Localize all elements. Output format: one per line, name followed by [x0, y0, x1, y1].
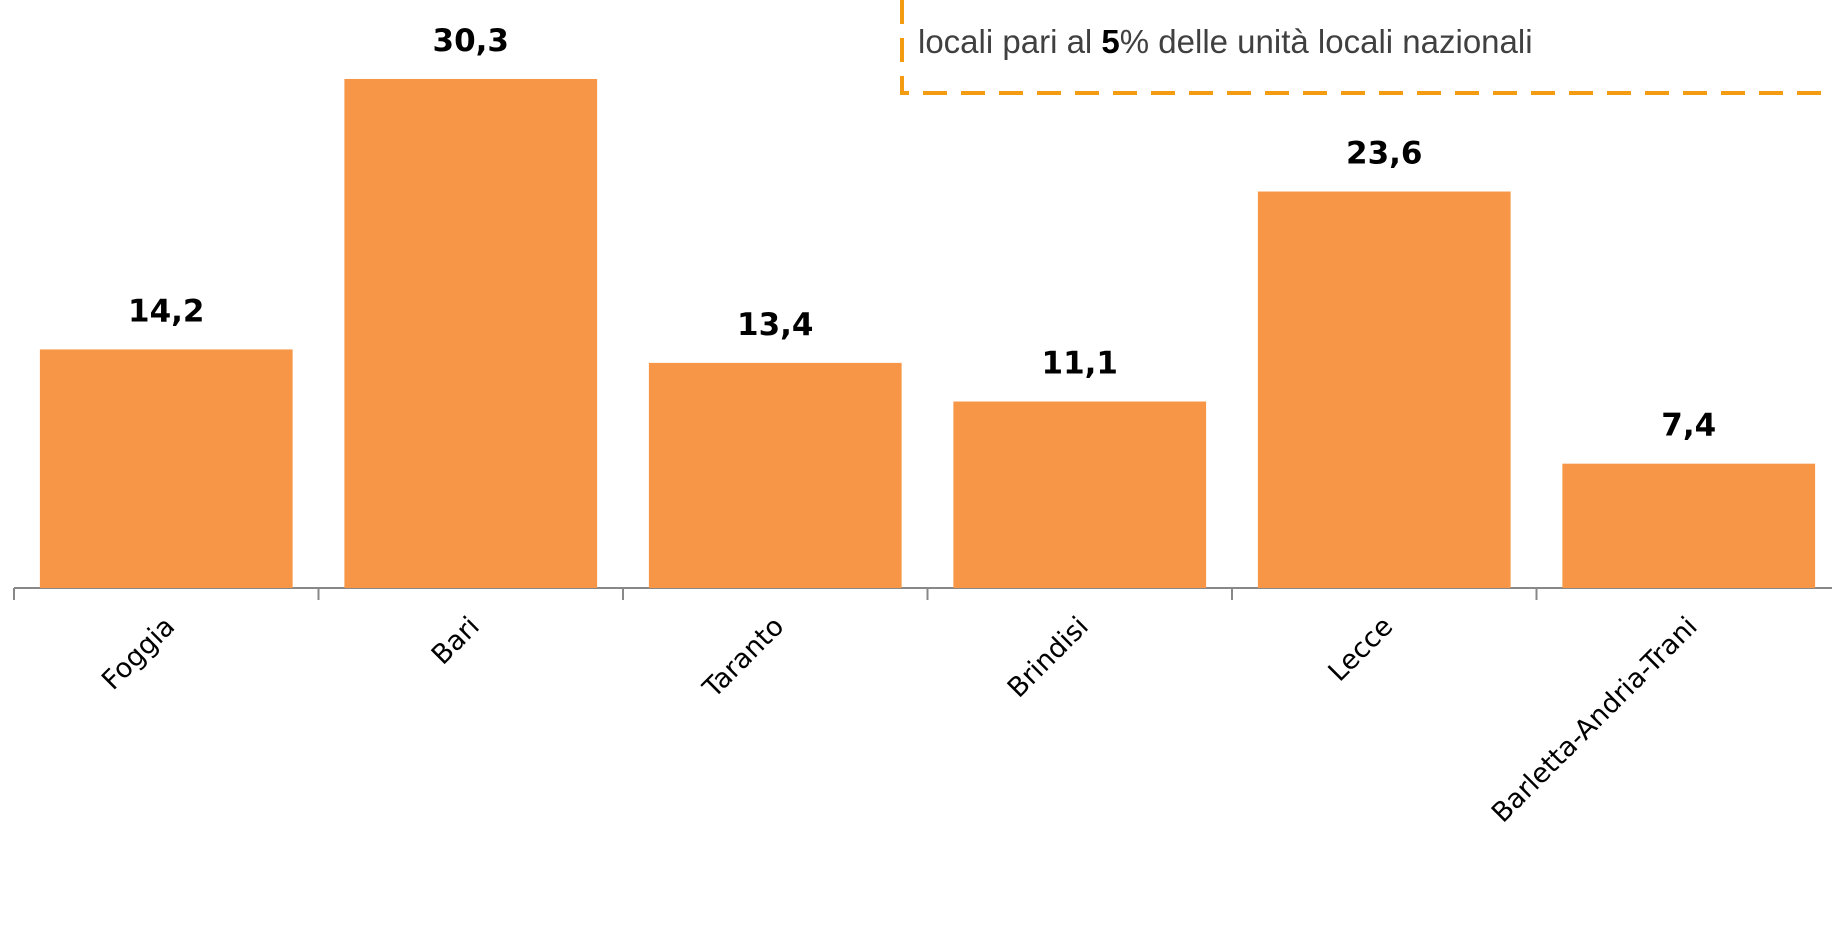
x-tick-label: Foggia	[96, 611, 181, 696]
x-tick-label: Brindisi	[1002, 611, 1095, 704]
annotation: locali pari al 5% delle unità locali naz…	[918, 23, 1533, 60]
value-label: 14,2	[128, 293, 205, 329]
bar	[39, 349, 293, 588]
annotation-box	[900, 0, 1832, 95]
x-tick-label: Bari	[426, 611, 486, 671]
annotation-highlight: 5	[1101, 23, 1119, 60]
bar	[1257, 191, 1511, 588]
value-label: 30,3	[433, 23, 510, 59]
x-tick-label: Lecce	[1322, 611, 1399, 688]
value-label: 11,1	[1042, 346, 1119, 382]
bar	[953, 401, 1207, 588]
value-label: 7,4	[1661, 408, 1716, 444]
value-label: 23,6	[1346, 136, 1423, 172]
bar	[344, 78, 598, 589]
x-tick-label: Taranto	[697, 611, 791, 705]
value-label: 13,4	[737, 307, 814, 343]
bar	[648, 362, 902, 588]
annotation-text: locali pari al	[918, 23, 1101, 60]
x-tick-label: Barletta-Andria-Trani	[1486, 611, 1704, 829]
bar	[1562, 463, 1816, 588]
annotation-text: % delle unità locali nazionali	[1120, 23, 1533, 60]
